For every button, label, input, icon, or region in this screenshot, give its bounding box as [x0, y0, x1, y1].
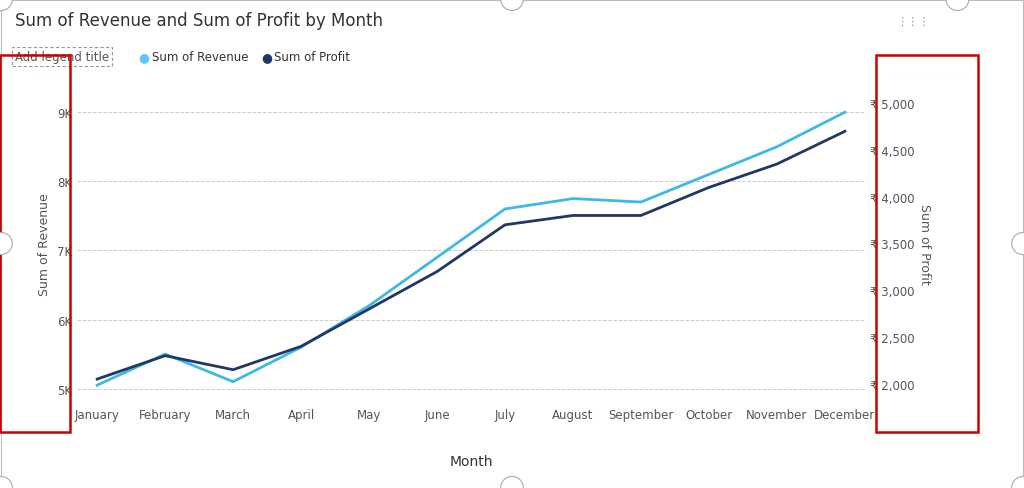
Text: ●: ● [261, 51, 272, 64]
Text: Add legend title: Add legend title [15, 51, 110, 64]
Y-axis label: Sum of Profit: Sum of Profit [919, 203, 932, 285]
Text: Sum of Revenue: Sum of Revenue [152, 51, 248, 64]
Text: Sum of Revenue and Sum of Profit by Month: Sum of Revenue and Sum of Profit by Mont… [15, 12, 383, 30]
Text: ⋮⋮⋮: ⋮⋮⋮ [896, 17, 930, 27]
Y-axis label: Sum of Revenue: Sum of Revenue [38, 193, 51, 295]
Text: Sum of Profit: Sum of Profit [274, 51, 350, 64]
Text: ●: ● [138, 51, 150, 64]
Text: Month: Month [450, 454, 493, 468]
